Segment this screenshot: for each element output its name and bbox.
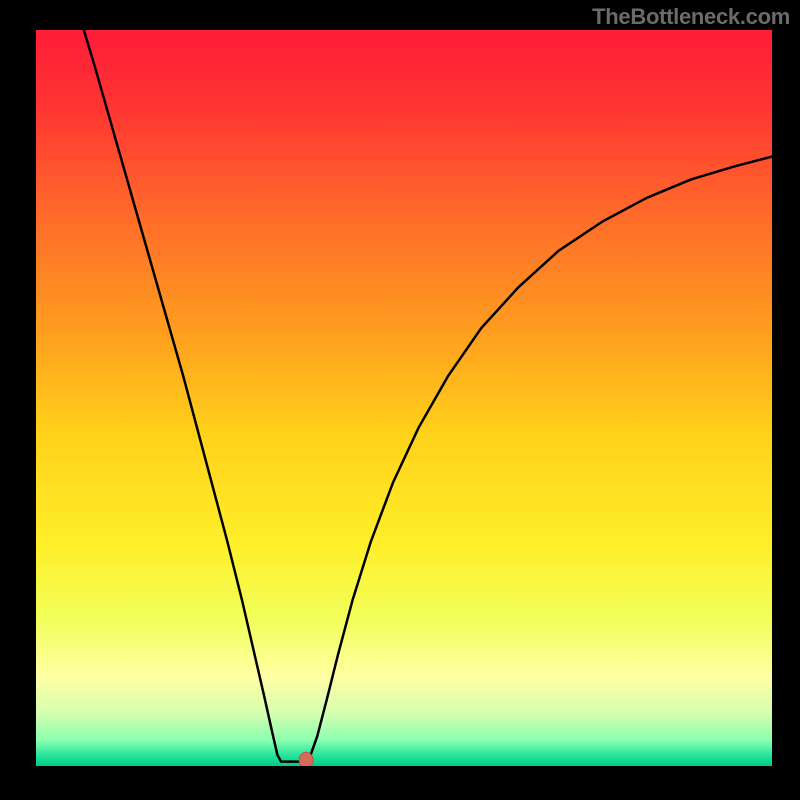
plot-area <box>36 30 772 766</box>
watermark-text: TheBottleneck.com <box>592 4 790 30</box>
plot-svg <box>36 30 772 766</box>
gradient-background <box>36 30 772 766</box>
chart-container: TheBottleneck.com <box>0 0 800 800</box>
optimum-marker <box>299 752 313 766</box>
